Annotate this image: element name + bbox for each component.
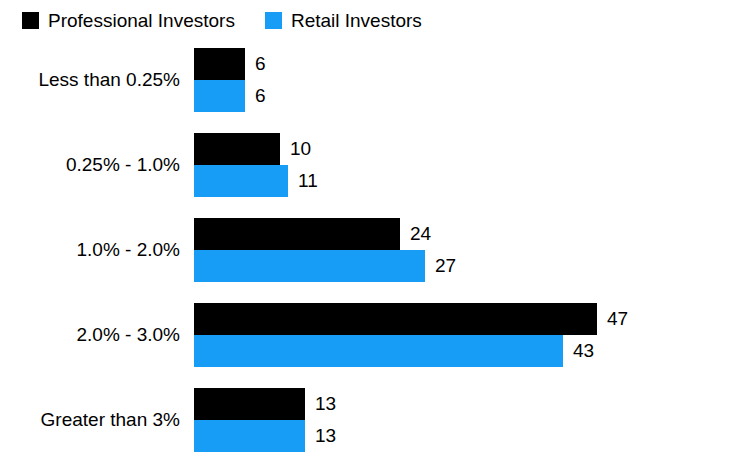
legend-label-professional-investors: Professional Investors	[48, 11, 235, 30]
legend: Professional Investors Retail Investors	[0, 0, 743, 32]
legend-swatch-retail-investors	[265, 12, 282, 29]
bar-line: 6	[194, 48, 266, 80]
bar-professional	[194, 218, 400, 250]
value-label: 13	[315, 393, 336, 415]
value-label: 6	[255, 85, 266, 107]
bar-retail	[194, 420, 305, 452]
bar-group: 1011	[194, 133, 318, 197]
bar-line: 27	[194, 250, 456, 282]
bar-group: 1313	[194, 388, 336, 452]
legend-item-professional-investors: Professional Investors	[22, 11, 235, 30]
bar-line: 13	[194, 388, 336, 420]
bar-group: 2427	[194, 218, 456, 282]
chart-row: 1.0% - 2.0%2427	[0, 218, 743, 282]
category-label: Greater than 3%	[0, 409, 194, 431]
bar-line: 11	[194, 165, 318, 197]
bar-group: 66	[194, 48, 266, 112]
legend-item-retail-investors: Retail Investors	[265, 11, 422, 30]
category-label: Less than 0.25%	[0, 69, 194, 91]
bar-retail	[194, 335, 563, 367]
bar-line: 47	[194, 303, 628, 335]
value-label: 47	[607, 308, 628, 330]
bar-line: 24	[194, 218, 456, 250]
chart-row: 0.25% - 1.0%1011	[0, 133, 743, 197]
bar-line: 43	[194, 335, 628, 367]
value-label: 24	[410, 223, 431, 245]
chart-row: Greater than 3%1313	[0, 388, 743, 452]
bar-retail	[194, 250, 425, 282]
value-label: 11	[298, 170, 318, 192]
legend-label-retail-investors: Retail Investors	[291, 11, 422, 30]
bar-retail	[194, 80, 245, 112]
bar-professional	[194, 388, 305, 420]
bar-line: 6	[194, 80, 266, 112]
bar-professional	[194, 48, 245, 80]
value-label: 27	[435, 255, 456, 277]
chart-rows: Less than 0.25%660.25% - 1.0%10111.0% - …	[0, 48, 743, 467]
category-label: 1.0% - 2.0%	[0, 239, 194, 261]
bar-retail	[194, 165, 288, 197]
bar-group: 47 43	[194, 303, 628, 367]
category-label: 0.25% - 1.0%	[0, 154, 194, 176]
chart-row: Less than 0.25%66	[0, 48, 743, 112]
bar-professional	[194, 133, 280, 165]
bar-line: 10	[194, 133, 318, 165]
legend-swatch-professional-investors	[22, 12, 39, 29]
bar-professional	[194, 303, 597, 335]
bar-line: 13	[194, 420, 336, 452]
chart-row: 2.0% - 3.0% 47 43	[0, 303, 743, 367]
value-label: 6	[255, 53, 266, 75]
value-label: 13	[315, 425, 336, 447]
value-label: 10	[290, 138, 311, 160]
bar-chart: Professional Investors Retail Investors …	[0, 0, 743, 467]
category-label: 2.0% - 3.0%	[0, 324, 194, 346]
value-label: 43	[573, 340, 594, 362]
